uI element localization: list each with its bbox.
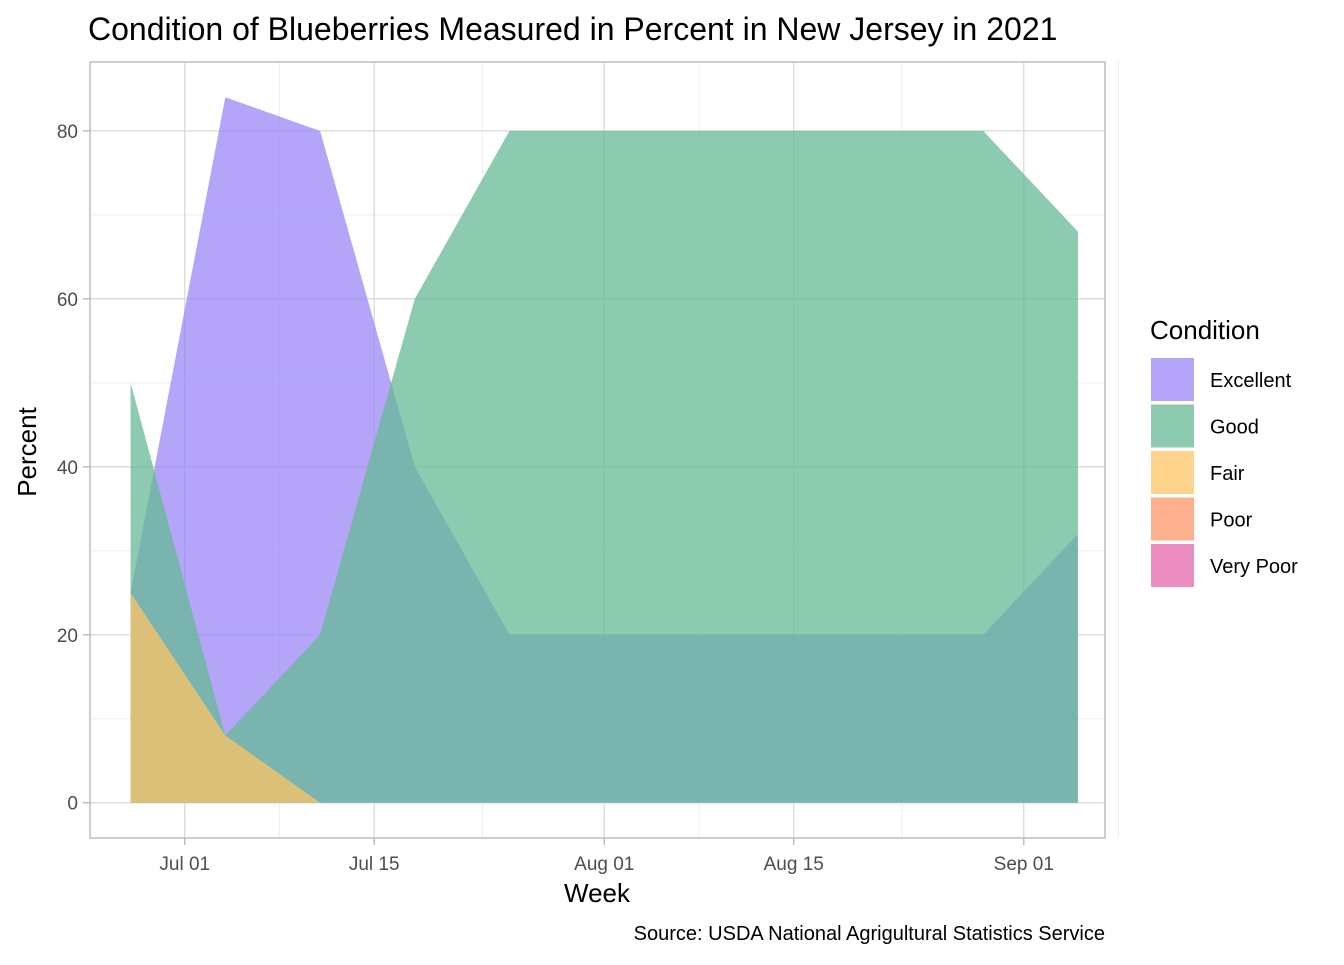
legend-label-fair: Fair: [1210, 463, 1245, 485]
y-axis-ticks: 0 20 40 60 80: [57, 122, 90, 815]
legend-swatch-fair: [1151, 451, 1194, 494]
y-tick-label: 80: [57, 122, 78, 143]
legend: Excellent Good Fair Poor Very Poor: [1151, 358, 1298, 587]
area-fair: [130, 592, 1078, 803]
legend-label-good: Good: [1210, 417, 1259, 439]
x-tick-label: Aug 15: [764, 854, 824, 875]
legend-label-excellent: Excellent: [1210, 370, 1292, 392]
x-tick-label: Jul 01: [159, 854, 210, 875]
legend-label-poor: Poor: [1210, 510, 1253, 532]
panel-border: [89, 61, 1106, 839]
y-tick-label: 60: [57, 290, 78, 311]
legend-title: Condition: [1150, 315, 1260, 345]
legend-swatch-good: [1151, 404, 1194, 448]
x-axis-ticks: Jul 01 Jul 15 Aug 01 Aug 15 Sep 01: [159, 838, 1054, 875]
source-caption: Source: USDA National Agrigultural Stati…: [634, 923, 1105, 945]
x-tick-label: Sep 01: [994, 854, 1054, 875]
x-tick-label: Aug 01: [574, 854, 634, 875]
area-series: [130, 97, 1078, 803]
legend-label-very-poor: Very Poor: [1210, 556, 1298, 578]
y-tick-label: 20: [57, 626, 78, 647]
y-axis-title: Percent: [12, 406, 42, 496]
x-tick-label: Jul 15: [349, 854, 400, 875]
area-good: [130, 130, 1078, 803]
y-tick-label: 40: [57, 458, 78, 479]
x-axis-title: Week: [564, 878, 631, 908]
legend-swatch-poor: [1151, 497, 1194, 541]
legend-swatch-excellent: [1151, 358, 1194, 401]
y-tick-label: 0: [67, 794, 78, 815]
chart-title: Condition of Blueberries Measured in Per…: [88, 11, 1057, 47]
legend-swatch-very-poor: [1151, 544, 1194, 587]
